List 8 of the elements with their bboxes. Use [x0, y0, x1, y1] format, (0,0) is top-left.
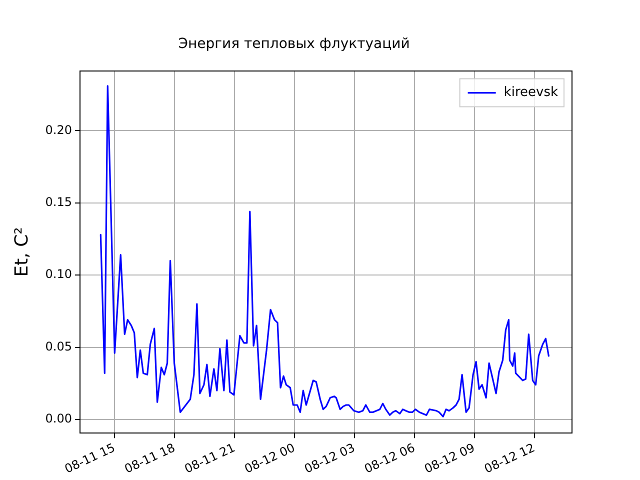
legend-label: kireevsk	[504, 85, 558, 100]
y-tick-label: 0.20	[45, 122, 72, 137]
y-tick-label: 0.05	[45, 339, 72, 354]
y-tick-label: 0.00	[45, 412, 72, 426]
y-tick-label: 0.15	[45, 195, 72, 210]
y-axis-title: Et, C²	[11, 227, 32, 277]
chart-title: Энергия тепловых флуктуаций	[178, 36, 410, 52]
y-tick-label: 0.10	[45, 267, 72, 282]
